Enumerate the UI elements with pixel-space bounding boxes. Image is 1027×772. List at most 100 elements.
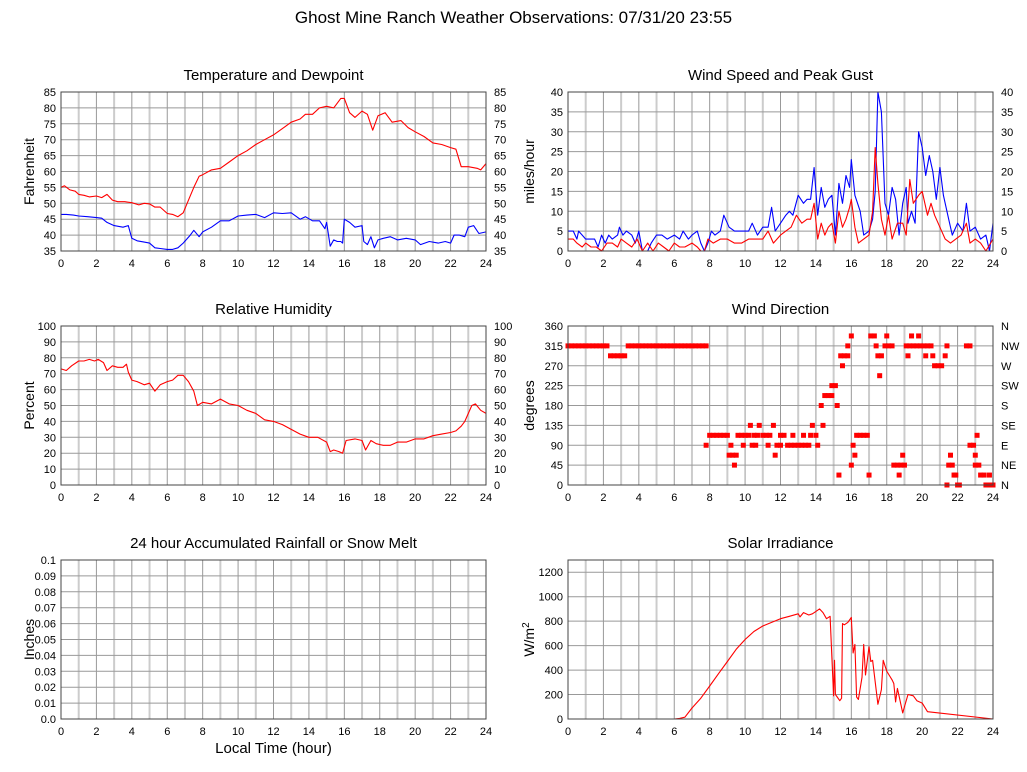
data-point (822, 393, 828, 399)
x-tick-label: 20 (409, 258, 421, 270)
data-point (818, 403, 824, 408)
data-point (615, 353, 621, 359)
y-tick-label: 30 (44, 432, 56, 444)
x-tick-label: 24 (480, 258, 492, 270)
data-point (760, 432, 766, 438)
y-tick-label: 10 (44, 464, 56, 476)
y-tick-label: 0.08 (35, 587, 56, 599)
data-point (809, 422, 815, 428)
x-tick-label: 2 (600, 726, 606, 738)
y-tick-label: 180 (545, 401, 563, 413)
y-tick-label-right: 25 (1001, 147, 1013, 159)
data-point (703, 442, 709, 448)
y-tick-label: 55 (44, 182, 56, 194)
data-point (632, 343, 638, 349)
x-tick-label: 24 (987, 258, 999, 270)
data-point (731, 462, 737, 468)
data-point (650, 343, 656, 349)
data-point (953, 472, 959, 478)
data-point (668, 343, 674, 349)
data-point (942, 353, 948, 359)
y-tick-label-right: 15 (1001, 186, 1013, 198)
data-point (636, 343, 642, 349)
data-point (774, 442, 780, 448)
y-tick-label: 20 (44, 448, 56, 460)
plot-frame (567, 559, 994, 720)
data-point (717, 432, 723, 438)
data-point (896, 472, 902, 478)
data-point (972, 452, 978, 458)
data-point (590, 343, 596, 349)
y-tick-label-right: N (1001, 480, 1009, 492)
y-tick-label: 315 (545, 341, 563, 353)
y-axis-label-superscript: 2 (521, 622, 532, 628)
x-tick-label: 12 (267, 492, 279, 504)
data-point (944, 343, 950, 349)
y-tick-label: 800 (545, 616, 563, 628)
y-tick-label: 40 (44, 416, 56, 428)
data-point (654, 343, 660, 349)
chart-title: Relative Humidity (215, 301, 332, 318)
y-axis-label: W/m2 (521, 622, 538, 657)
data-point (976, 462, 982, 468)
data-point (685, 343, 691, 349)
y-tick-label: 5 (557, 226, 563, 238)
y-axis-label: Fahrenheit (21, 138, 37, 205)
chart-humidity: Relative Humidity01020304050607080901000… (21, 301, 512, 504)
x-tick-label: 24 (987, 492, 999, 504)
x-tick-label: 8 (200, 726, 206, 738)
data-point (703, 343, 709, 349)
data-point (861, 432, 867, 438)
x-tick-label: 4 (129, 258, 135, 270)
x-tick-label: 22 (444, 492, 456, 504)
plot-frame (567, 91, 994, 252)
data-point (848, 462, 854, 468)
y-tick-label-right: 60 (494, 385, 506, 397)
data-point (815, 442, 821, 448)
data-point (967, 343, 973, 349)
y-tick-label-right: SW (1001, 381, 1019, 393)
data-point (963, 343, 969, 349)
data-point (948, 452, 953, 458)
y-tick-label-right: NE (1001, 460, 1016, 472)
data-point (917, 343, 923, 349)
data-point (664, 343, 670, 349)
y-tick-label-right: 10 (1001, 206, 1013, 218)
y-tick-label: 225 (545, 381, 563, 393)
data-point (747, 422, 753, 428)
data-point (772, 452, 778, 458)
data-point (825, 393, 831, 399)
y-tick-label-right: 70 (494, 369, 506, 381)
data-point (765, 442, 771, 448)
data-point (871, 333, 877, 339)
x-tick-label: 0 (58, 492, 64, 504)
x-tick-label: 14 (303, 726, 315, 738)
x-tick-label: 20 (409, 726, 421, 738)
x-tick-label: 14 (810, 258, 822, 270)
y-tick-label: 35 (551, 107, 563, 119)
data-point (901, 462, 907, 468)
x-tick-label: 6 (164, 726, 170, 738)
data-point (967, 442, 973, 448)
data-point (608, 353, 613, 359)
y-tick-label: 90 (44, 337, 56, 349)
y-tick-label: 80 (44, 353, 56, 365)
data-point (781, 432, 787, 438)
y-tick-label-right: W (1001, 361, 1012, 373)
x-tick-label: 4 (129, 492, 135, 504)
data-point (756, 422, 762, 428)
x-tick-label: 10 (739, 258, 751, 270)
y-tick-label: 50 (44, 198, 56, 210)
x-tick-label: 14 (810, 726, 822, 738)
series-line-peak-gust (568, 91, 994, 252)
data-point (724, 432, 730, 438)
data-point (802, 442, 808, 448)
x-tick-label: 18 (374, 492, 386, 504)
y-tick-label-right: 40 (494, 416, 506, 428)
x-tick-label: 10 (739, 726, 751, 738)
data-point (921, 343, 927, 349)
series-line-solar-irradiance (568, 608, 994, 720)
x-tick-label: 0 (565, 492, 571, 504)
data-point (785, 442, 791, 448)
